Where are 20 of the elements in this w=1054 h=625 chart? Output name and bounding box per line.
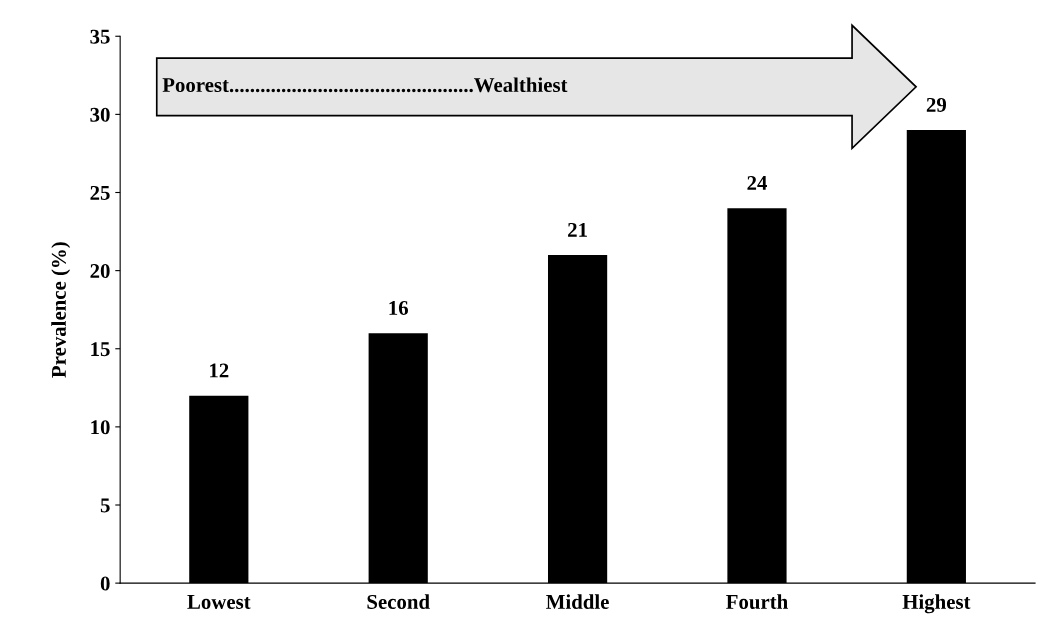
y-tick-label: 25 (90, 185, 110, 200)
data-label: 24 (747, 176, 768, 190)
y-tick-label: 0 (100, 576, 110, 591)
x-tick-label: Fourth (726, 594, 788, 609)
data-label: 29 (926, 97, 947, 112)
x-tick-label: Middle (546, 594, 609, 609)
x-tick-label: Lowest (187, 595, 251, 609)
annotation: Poorest...............................................Wealthiest (162, 77, 568, 93)
y-tick-label: 5 (100, 498, 110, 513)
data-label: 12 (210, 363, 229, 378)
y-tick-label: 20 (90, 264, 110, 279)
data-label: 21 (568, 222, 587, 237)
y-tick-label: 15 (91, 342, 110, 357)
x-tick-label: Highest (902, 594, 971, 614)
data-label: 16 (389, 301, 409, 315)
y-tick-label: 35 (90, 29, 110, 44)
y-axis-title: Prevalence (%) (51, 242, 71, 378)
x-tick-label: Second (367, 594, 430, 609)
y-tick-label: 10 (91, 420, 110, 435)
y-tick-label: 30 (90, 107, 110, 122)
